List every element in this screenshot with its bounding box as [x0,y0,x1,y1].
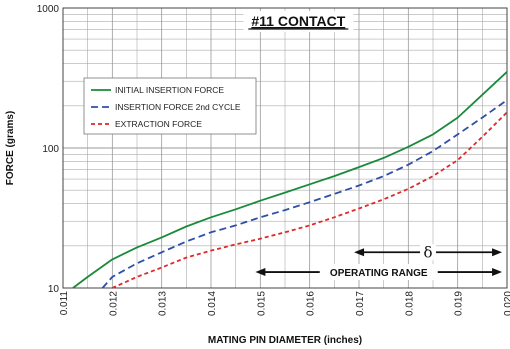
annotation-arrow-head-left [354,248,365,257]
annotation-layer: δ OPERATING RANGE [255,243,503,281]
legend: INITIAL INSERTION FORCE INSERTION FORCE 2… [83,77,257,135]
legend-box [83,77,257,135]
x-tick-label: 0.018 [404,291,415,316]
x-tick-label: 0.016 [306,291,317,316]
x-tick-label: 0.020 [503,291,510,316]
legend-label: INSERTION FORCE 2nd CYCLE [115,102,241,112]
plot-frame [62,7,508,289]
annotation-arrow-head-right [492,248,503,257]
annotation-label-background [420,244,437,261]
y-axis-title: FORCE (grams) [5,111,16,185]
x-tick-label: 0.014 [207,291,218,316]
x-tick-label: 0.019 [454,291,465,316]
legend-label: EXTRACTION FORCE [115,119,202,129]
series-line-1 [72,71,508,289]
x-tick-label: 0.013 [158,291,169,316]
annotation-label-background [319,264,438,281]
chart-title-background [243,11,354,32]
x-tick-labels: 0.011 0.012 0.013 0.014 0.015 0.016 0.017 0.018… [59,291,510,316]
annotation-arrow-head-left [255,268,266,277]
y-tick-label: 1000 [37,4,60,15]
operating-range-label: OPERATING RANGE [330,268,428,279]
annotation-arrow-head-right [492,268,503,277]
series-line-3 [111,111,508,289]
series-layer [72,71,508,289]
grid-layer [63,8,507,288]
x-tick-label: 0.017 [355,291,366,316]
y-tick-label: 10 [48,284,60,295]
legend-label: INITIAL INSERTION FORCE [115,85,224,95]
chart-title: #11 CONTACT [251,13,345,29]
x-tick-label: 0.012 [108,291,119,316]
delta-label: δ [424,243,433,261]
series-line-2 [101,99,508,289]
y-tick-labels: 10 100 1000 [37,4,60,295]
x-tick-label: 0.015 [256,291,267,316]
x-tick-label: 0.011 [59,291,70,316]
x-axis-title: MATING PIN DIAMETER (inches) [208,335,362,346]
y-tick-label: 100 [42,144,59,155]
